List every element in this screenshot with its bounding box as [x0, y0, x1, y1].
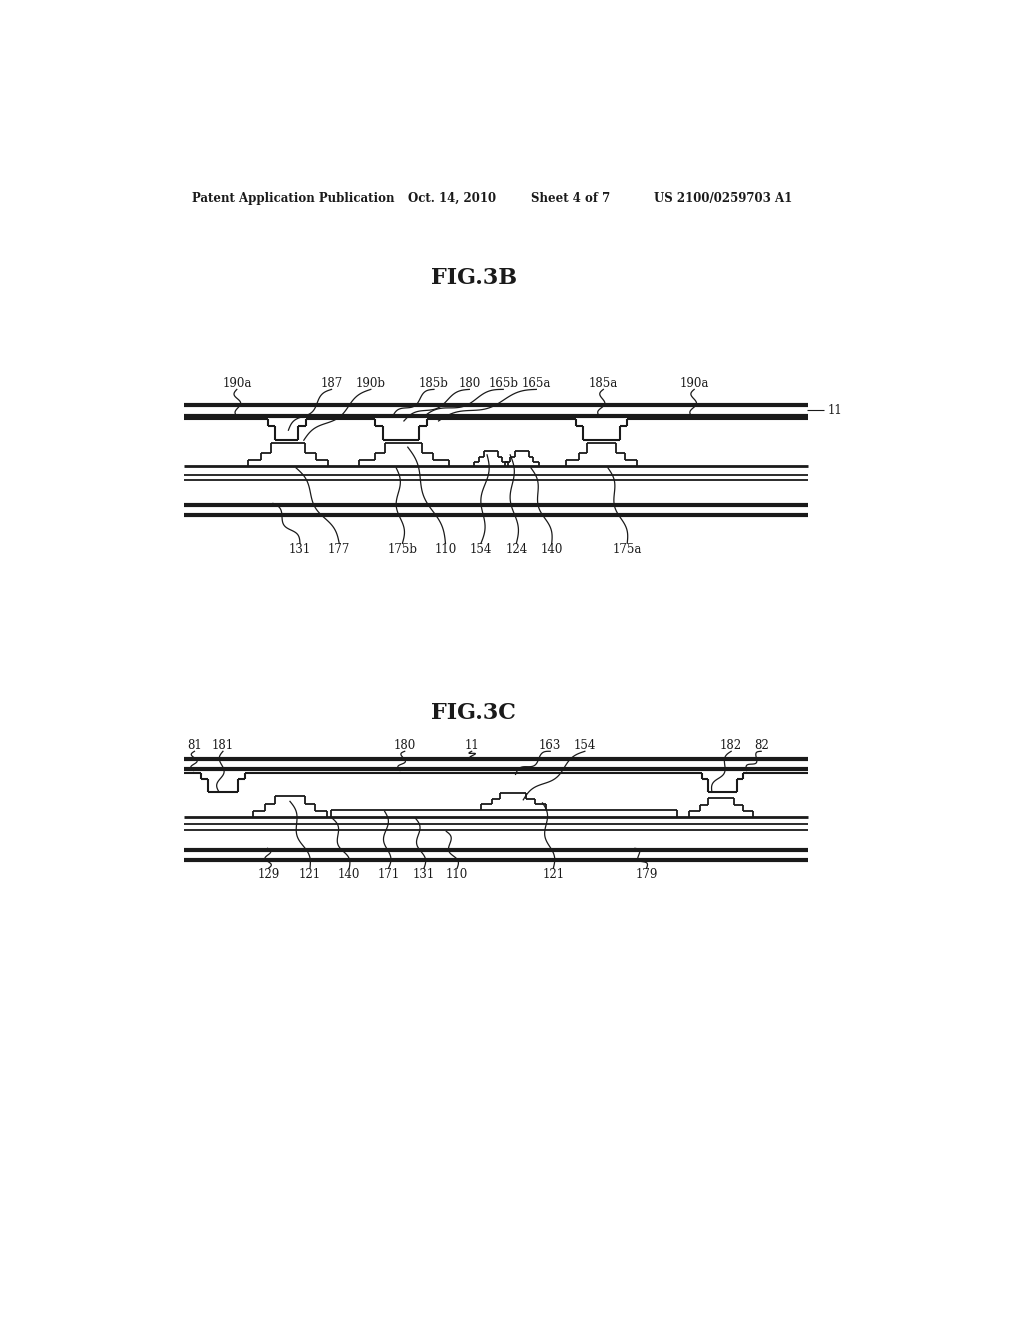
Text: Sheet 4 of 7: Sheet 4 of 7: [531, 191, 610, 205]
Text: FIG.3B: FIG.3B: [431, 267, 517, 289]
Text: 190a: 190a: [222, 376, 252, 389]
Text: 81: 81: [187, 739, 202, 751]
Text: 131: 131: [289, 543, 311, 556]
Text: 140: 140: [541, 543, 563, 556]
Text: Oct. 14, 2010: Oct. 14, 2010: [408, 191, 496, 205]
Text: 175a: 175a: [612, 543, 642, 556]
Text: 180: 180: [393, 739, 416, 751]
Text: US 2100/0259703 A1: US 2100/0259703 A1: [654, 191, 793, 205]
Text: 180: 180: [458, 376, 480, 389]
Text: Patent Application Publication: Patent Application Publication: [193, 191, 394, 205]
Text: 124: 124: [505, 543, 527, 556]
Text: 185a: 185a: [589, 376, 617, 389]
Text: 165a: 165a: [521, 376, 551, 389]
Text: 163: 163: [539, 739, 561, 751]
Text: 11: 11: [464, 739, 479, 751]
Text: 131: 131: [413, 869, 435, 880]
Text: 154: 154: [573, 739, 596, 751]
Text: 190a: 190a: [680, 376, 709, 389]
Text: 179: 179: [635, 869, 657, 880]
Text: 182: 182: [720, 739, 742, 751]
Text: 121: 121: [299, 869, 322, 880]
Text: 121: 121: [543, 869, 564, 880]
Text: 171: 171: [378, 869, 399, 880]
Text: 82: 82: [754, 739, 769, 751]
Text: 187: 187: [321, 376, 343, 389]
Text: 129: 129: [257, 869, 280, 880]
Text: 165b: 165b: [488, 376, 518, 389]
Text: 154: 154: [470, 543, 493, 556]
Text: 185b: 185b: [419, 376, 449, 389]
Text: 175b: 175b: [387, 543, 418, 556]
Text: 140: 140: [338, 869, 360, 880]
Text: 177: 177: [328, 543, 350, 556]
Text: 11: 11: [827, 404, 842, 417]
Text: FIG.3C: FIG.3C: [431, 702, 516, 723]
Text: 181: 181: [212, 739, 234, 751]
Text: 110: 110: [434, 543, 457, 556]
Text: 110: 110: [445, 869, 468, 880]
Text: 190b: 190b: [355, 376, 386, 389]
